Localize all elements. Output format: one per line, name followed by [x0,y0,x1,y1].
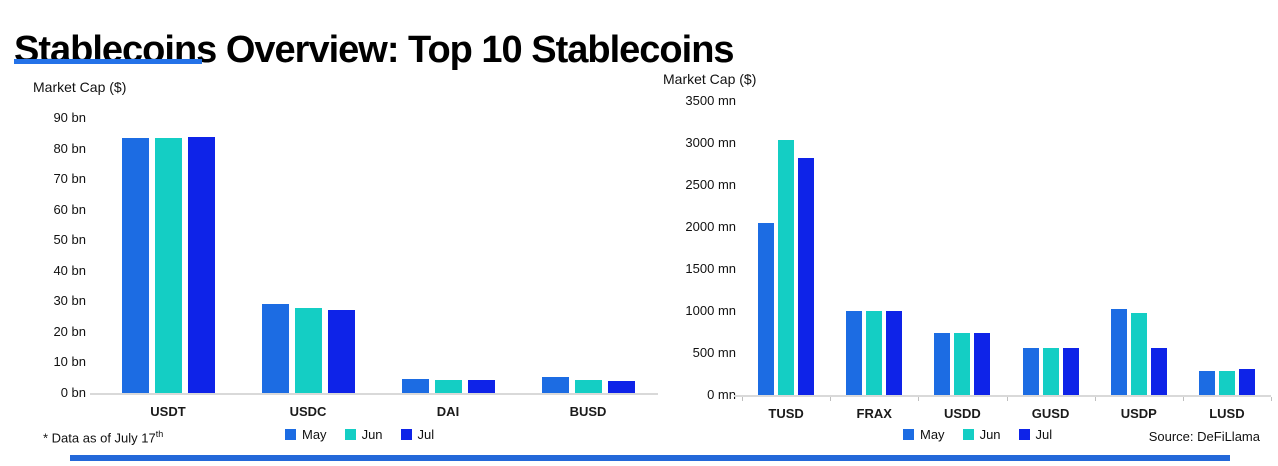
bar-jul-frax [886,311,903,395]
x-category-label-gusd: GUSD [1031,406,1070,421]
y-tick-label: 2000 mn [685,219,736,234]
bar-jun-usdt [154,137,182,393]
legend-label: Jul [1035,427,1053,442]
y-tick-label: 20 bn [53,323,86,339]
x-axis-tickmark [1182,397,1184,401]
bar-may-busd [541,377,569,393]
x-category-label-lusd: LUSD [1209,406,1245,421]
bar-may-gusd [1022,347,1039,395]
x-category-label-frax: FRAX [856,406,892,421]
legend-swatch-icon [285,429,296,440]
bar-jul-usdt [187,136,215,393]
y-tick-label: 3000 mn [685,135,736,150]
legend-label: Jul [417,427,435,442]
legend-item-may: May [285,427,327,442]
legend-swatch-icon [344,429,356,440]
x-axis-line [734,395,1271,397]
bottom-accent-bar [70,455,1230,461]
x-category-label-usdp: USDP [1120,406,1157,421]
bar-jun-dai [434,379,462,393]
left-chart-legend: May Jun Jul [285,427,434,442]
x-axis-tickmark [918,397,920,401]
bar-jun-frax [866,310,883,395]
legend-label: Jun [979,427,1001,442]
bar-jun-usdd [954,333,971,395]
footnote: * Data as of July 17th [43,429,163,445]
y-tick-label: 0 bn [60,385,86,400]
x-axis-tickmark [830,397,832,401]
y-tick-label: 2500 mn [685,177,736,192]
y-tick-label: 60 bn [53,201,86,217]
x-axis-tickmark [1006,397,1008,401]
legend-item-jun: Jun [344,427,383,442]
bar-jun-tusd [778,140,795,395]
y-tick-label: 1500 mn [685,261,736,276]
bar-jul-usdc [327,310,355,393]
bar-jul-dai [467,379,495,393]
footnote-text: * Data as of July 17 [43,430,156,446]
y-tick-label: 3500 mn [685,93,736,108]
x-axis-tickmark [1094,397,1096,401]
legend-item-may: May [903,427,945,442]
bar-may-frax [846,311,863,395]
bar-may-lusd [1198,371,1215,395]
legend-item-jun: Jun [962,427,1001,442]
bar-jun-usdp [1130,312,1147,395]
x-axis-tickmark [1271,397,1272,401]
y-tick-label: 500 mn [692,345,736,360]
y-tick-label: 80 bn [53,140,86,156]
x-axis-tickmark [742,397,743,401]
bar-may-dai [401,378,429,393]
legend-label: Jun [361,427,383,442]
bar-may-usdc [261,304,289,393]
bar-jul-usdp [1150,347,1167,395]
x-axis-line [90,393,658,395]
source-credit: Source: DeFiLlama [1148,429,1260,444]
y-tick-label: 40 bn [53,262,86,278]
bar-jun-usdc [294,308,322,393]
right-chart-axis-title: Market Cap ($) [663,71,757,87]
y-tick-label: 50 bn [53,232,86,248]
bar-may-tusd [758,222,775,395]
legend-item-jul: Jul [400,427,435,442]
right-chart-legend: May Jun Jul [903,427,1052,442]
y-tick-label: 0 mn [707,387,736,402]
y-tick-label: 70 bn [53,171,86,187]
x-category-label-usdt: USDT [150,404,186,419]
bar-jul-lusd [1238,369,1255,395]
bar-jul-tusd [798,158,815,395]
legend-swatch-icon [400,429,412,440]
y-tick-label: 90 bn [53,110,86,125]
left-chart-axis-title: Market Cap ($) [33,79,127,95]
y-tick-label: 1000 mn [685,303,736,318]
legend-swatch-icon [1018,429,1030,440]
page-title: Stablecoins Overview: Top 10 Stablecoins [14,29,735,72]
bar-jul-busd [607,381,635,393]
title-underline-bar [14,59,202,64]
bar-jun-gusd [1042,348,1059,395]
legend-label: May [920,427,945,442]
legend-swatch-icon [962,429,974,440]
x-category-label-usdd: USDD [943,406,981,421]
bar-jun-busd [574,380,602,393]
bar-may-usdp [1110,309,1127,395]
legend-swatch-icon [903,429,914,440]
y-tick-label: 30 bn [53,293,86,309]
footnote-superscript: th [155,429,164,439]
x-category-label-busd: BUSD [569,404,607,419]
legend-label: May [302,427,327,442]
x-category-label-dai: DAI [436,404,460,419]
bar-jul-usdd [974,333,991,395]
bar-jun-lusd [1218,370,1235,395]
bar-may-usdd [934,332,951,395]
y-tick-label: 10 bn [53,354,86,370]
x-category-label-tusd: TUSD [768,406,804,421]
legend-item-jul: Jul [1018,427,1053,442]
bar-may-usdt [121,138,149,393]
x-category-label-usdc: USDC [289,404,327,419]
bar-jul-gusd [1062,347,1079,395]
